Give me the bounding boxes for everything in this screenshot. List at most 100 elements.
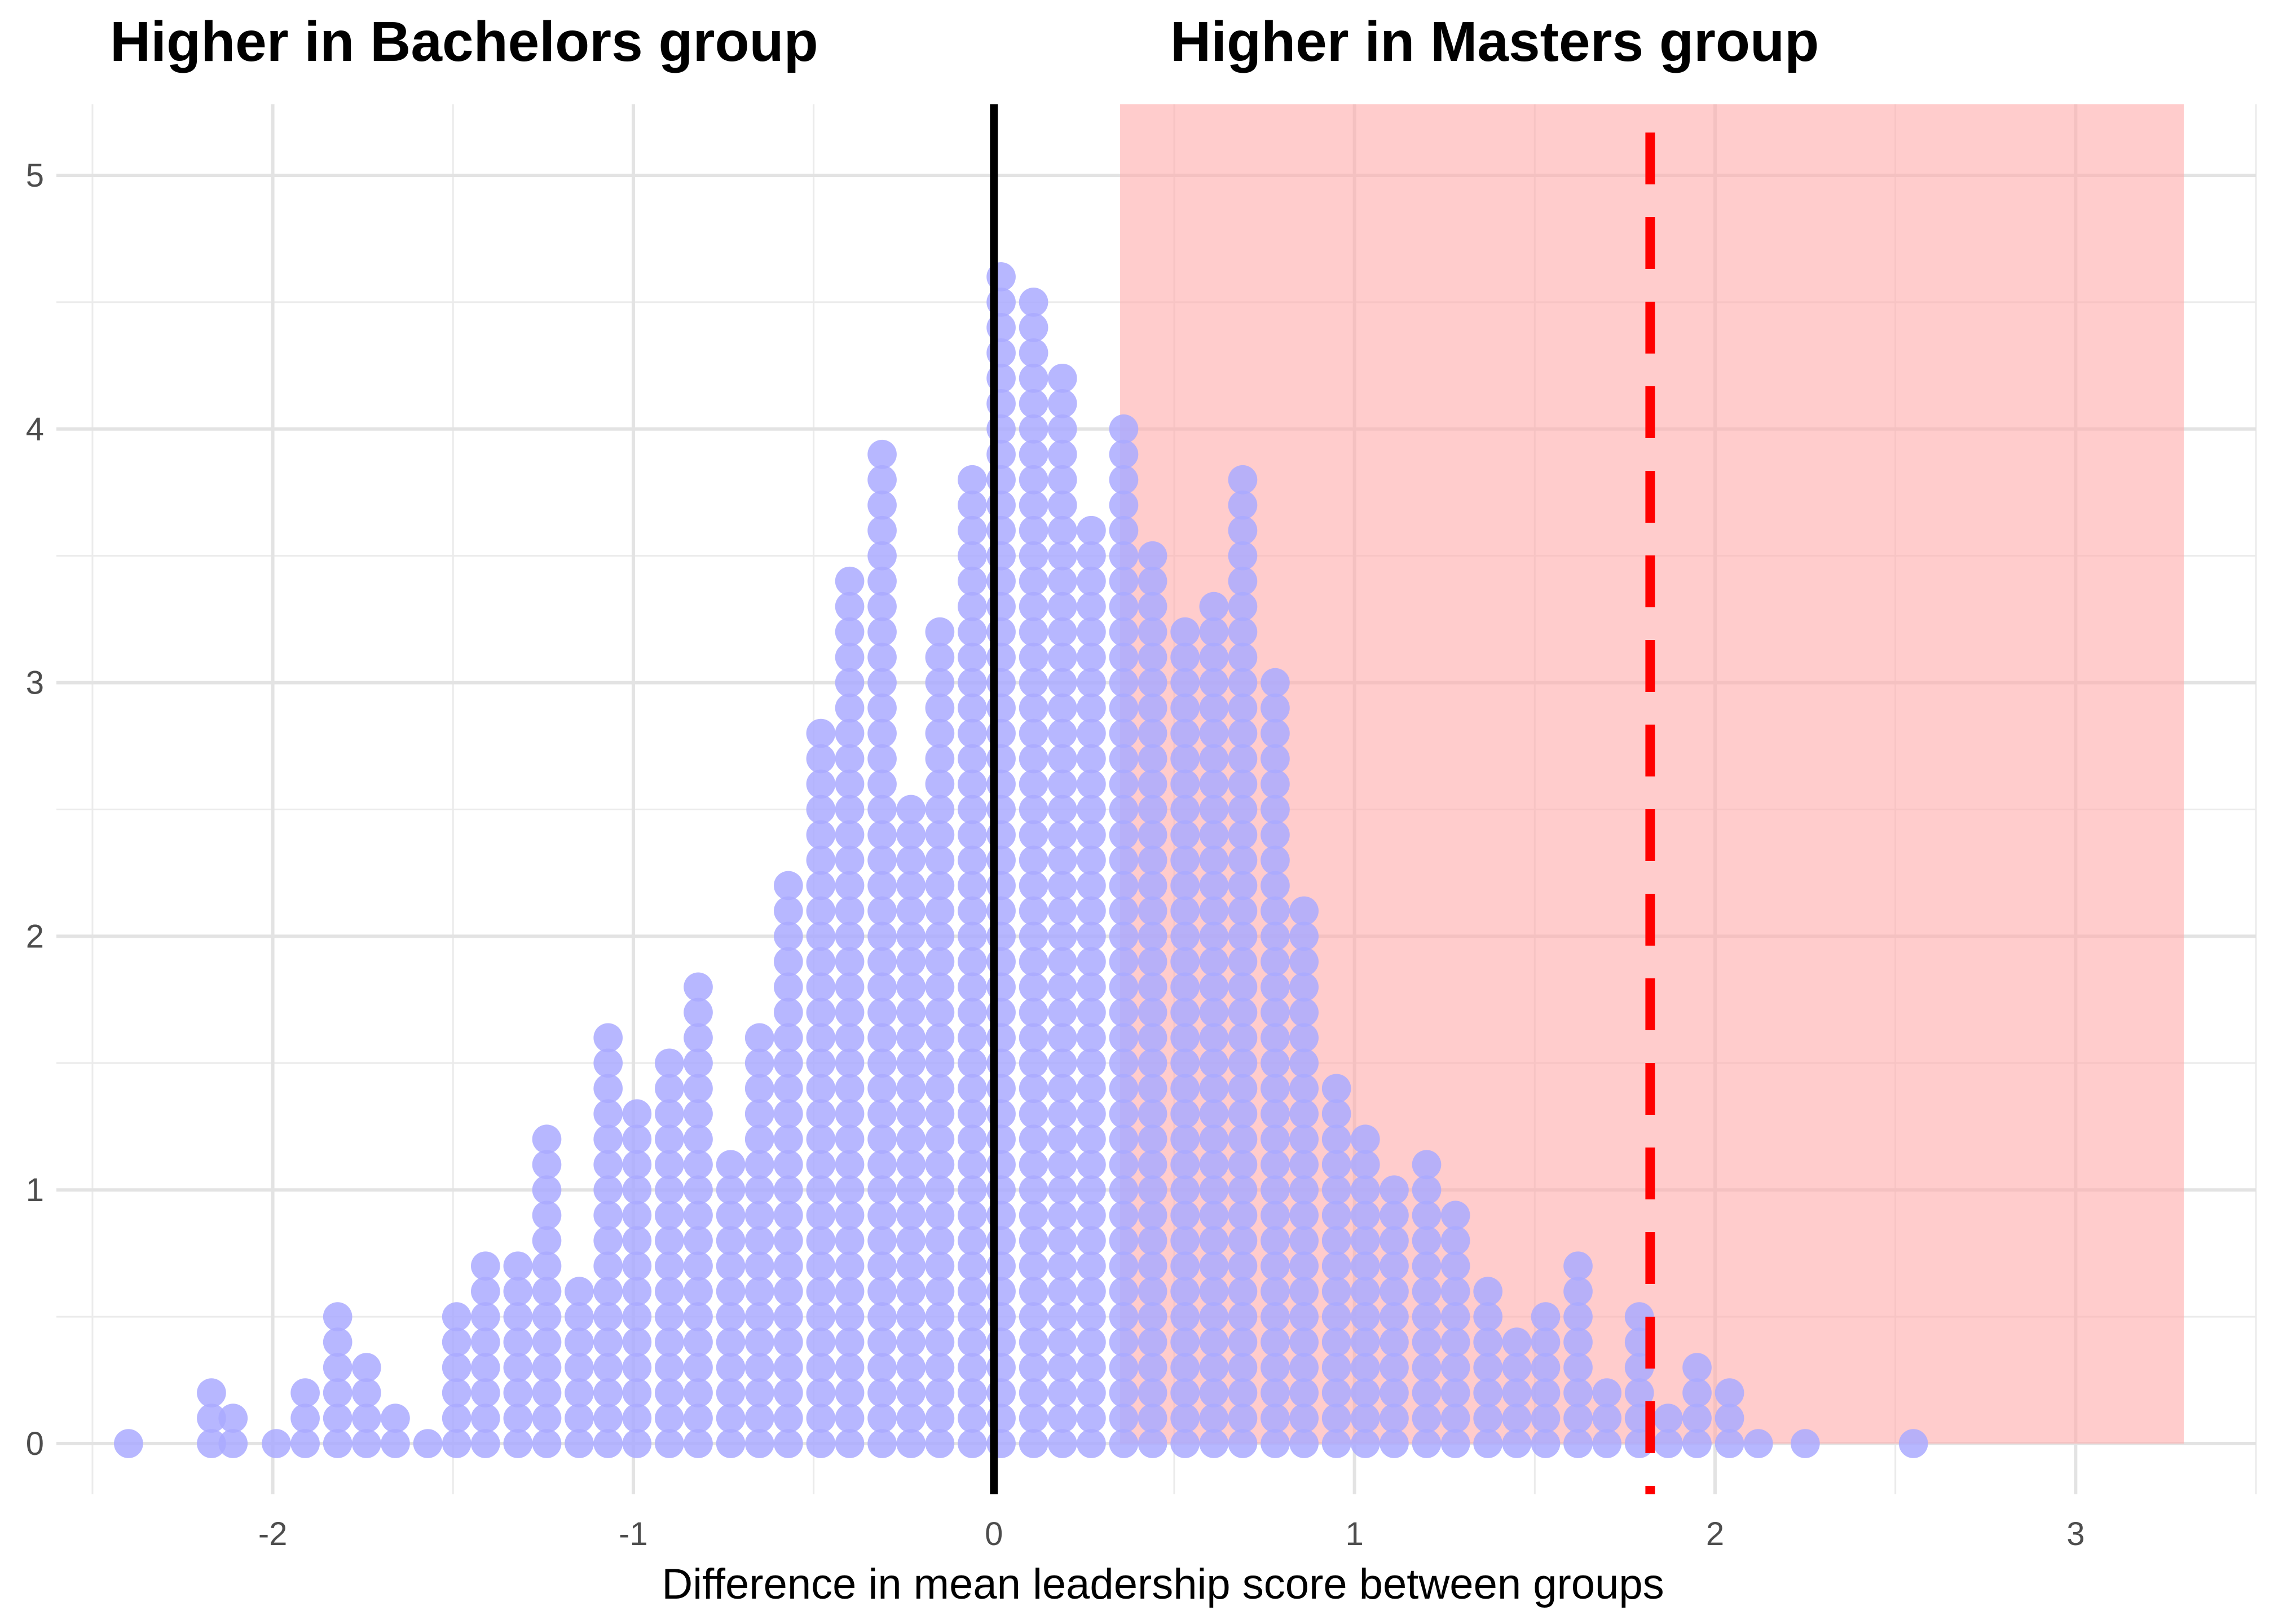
dot — [958, 795, 987, 824]
dot — [1170, 1378, 1200, 1407]
dot — [1170, 1074, 1200, 1104]
dot — [1077, 718, 1106, 748]
dot — [1228, 1302, 1258, 1331]
dot — [867, 947, 897, 977]
dot — [1473, 1327, 1503, 1357]
dot — [470, 1302, 500, 1331]
dot — [958, 1074, 987, 1104]
dot — [1228, 668, 1258, 698]
dot — [806, 871, 836, 901]
dot — [1531, 1302, 1561, 1331]
y-tick-label: 2 — [26, 918, 44, 955]
dot — [1289, 1302, 1319, 1331]
dot — [835, 1124, 865, 1154]
dot — [1563, 1251, 1593, 1281]
dot — [351, 1404, 381, 1433]
dot — [442, 1404, 471, 1433]
dot — [1077, 998, 1106, 1027]
dot — [1109, 1378, 1139, 1407]
dot — [744, 1150, 774, 1180]
dot — [1350, 1429, 1380, 1458]
dot — [1138, 820, 1167, 850]
dot — [1321, 1201, 1351, 1230]
dot — [958, 896, 987, 926]
dot — [1170, 744, 1200, 774]
dot — [1170, 668, 1200, 698]
dot — [1019, 820, 1048, 850]
dot — [1592, 1404, 1622, 1433]
dot — [774, 998, 803, 1027]
dot — [774, 1302, 803, 1331]
dot — [958, 1150, 987, 1180]
dot — [1289, 972, 1319, 1002]
dot — [1682, 1378, 1712, 1407]
dot — [835, 1023, 865, 1053]
x-tick-labels: -2 -1 0 1 2 3 — [258, 1516, 2085, 1552]
dot — [1109, 414, 1139, 444]
dot — [1473, 1277, 1503, 1306]
dot — [958, 1302, 987, 1331]
dot — [1109, 947, 1139, 977]
dot — [1077, 1226, 1106, 1256]
dot — [1228, 896, 1258, 926]
dot — [1682, 1429, 1712, 1458]
dot — [1412, 1175, 1442, 1205]
dot — [806, 1023, 836, 1053]
dot — [1473, 1378, 1503, 1407]
dot — [684, 1378, 713, 1407]
dot — [1199, 769, 1229, 799]
dot — [1289, 1048, 1319, 1078]
dot — [565, 1327, 594, 1357]
dot — [1019, 1378, 1048, 1407]
dot — [1109, 1353, 1139, 1382]
dot — [1743, 1429, 1773, 1458]
title-right: Higher in Masters group — [1170, 10, 1819, 73]
dot — [622, 1302, 652, 1331]
dot — [655, 1099, 684, 1129]
dot — [925, 1378, 955, 1407]
dot — [1199, 871, 1229, 901]
dot — [1077, 1327, 1106, 1357]
dot — [1261, 947, 1290, 977]
dot — [1138, 1124, 1167, 1154]
dot — [1321, 1150, 1351, 1180]
dot — [1138, 871, 1167, 901]
dot — [896, 998, 926, 1027]
dot — [1109, 1277, 1139, 1306]
dot — [1289, 1251, 1319, 1281]
dot — [806, 1048, 836, 1078]
dot — [1261, 1353, 1290, 1382]
dot — [806, 921, 836, 951]
dot — [1077, 541, 1106, 571]
dot — [896, 972, 926, 1002]
dot — [958, 1099, 987, 1129]
dot — [1138, 1201, 1167, 1230]
dot — [716, 1353, 746, 1382]
dot — [1289, 1150, 1319, 1180]
dot — [896, 795, 926, 824]
dot — [1289, 1429, 1319, 1458]
dot — [1138, 1277, 1167, 1306]
dot — [925, 947, 955, 977]
dot — [1138, 1429, 1167, 1458]
dot — [716, 1404, 746, 1433]
dot — [1047, 465, 1077, 495]
dot — [925, 1201, 955, 1230]
dot — [1440, 1277, 1470, 1306]
dot — [532, 1150, 562, 1180]
dot — [716, 1302, 746, 1331]
dot — [1502, 1378, 1532, 1407]
dot — [867, 515, 897, 545]
dot — [1047, 1099, 1077, 1129]
dot — [716, 1201, 746, 1230]
dot — [958, 566, 987, 596]
dot — [1170, 1353, 1200, 1382]
dot — [867, 439, 897, 469]
dot — [1321, 1099, 1351, 1129]
dot — [835, 1226, 865, 1256]
dot — [1019, 1302, 1048, 1331]
y-tick-label: 4 — [26, 411, 44, 448]
dot — [1261, 1277, 1290, 1306]
dot — [835, 744, 865, 774]
dot — [1047, 541, 1077, 571]
